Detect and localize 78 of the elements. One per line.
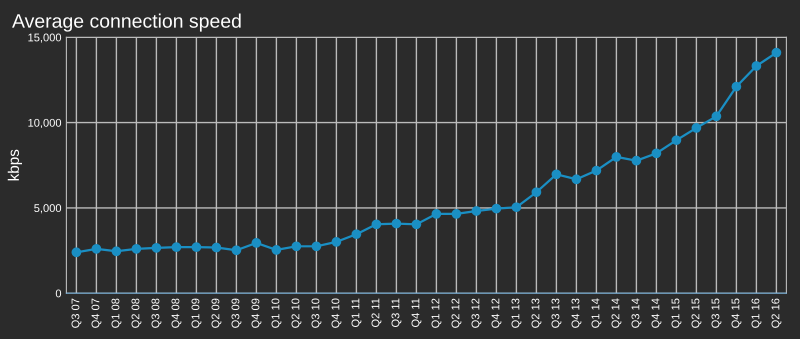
point <box>632 156 642 166</box>
point <box>592 166 602 176</box>
point <box>712 111 722 122</box>
y-axis-title: kbps <box>8 150 22 180</box>
x-tick-label: Q3 08 <box>152 298 162 328</box>
x-tick-label: Q3 07 <box>72 298 82 328</box>
x-tick-label: Q1 15 <box>672 298 682 328</box>
point <box>452 209 462 219</box>
x-tick-label: Q1 13 <box>512 298 522 328</box>
point <box>332 237 342 247</box>
point <box>512 202 522 212</box>
x-tick-label: Q2 16 <box>772 298 782 328</box>
x-tick-label: Q2 13 <box>532 298 542 328</box>
point <box>752 61 762 71</box>
x-tick-label: Q3 13 <box>552 298 562 328</box>
point <box>352 229 362 240</box>
x-tick-label: Q1 11 <box>352 298 362 328</box>
x-tick-label: Q1 12 <box>432 298 442 328</box>
point <box>772 48 782 58</box>
point <box>412 219 422 230</box>
point <box>272 245 282 255</box>
x-tick-label: Q2 10 <box>292 298 302 328</box>
x-tick-label: Q4 12 <box>492 298 502 328</box>
x-tick-label: Q4 08 <box>172 298 182 328</box>
y-tick-label: 5,000 <box>34 204 62 214</box>
point <box>132 244 142 254</box>
point <box>432 209 442 219</box>
x-tick-label: Q1 08 <box>112 298 122 328</box>
x-tick-label: Q2 08 <box>132 298 142 328</box>
x-tick-label: Q1 10 <box>272 298 282 328</box>
point <box>312 241 322 252</box>
x-tick-label: Q2 09 <box>212 298 222 328</box>
x-tick-label: Q3 11 <box>392 298 402 328</box>
point <box>492 204 502 214</box>
x-tick-label: Q1 14 <box>592 298 602 328</box>
point <box>672 135 682 146</box>
x-tick-label: Q3 10 <box>312 298 322 328</box>
x-tick-label: Q3 09 <box>232 298 242 328</box>
x-tick-label: Q4 09 <box>252 298 262 328</box>
x-tick-label: Q2 15 <box>692 298 702 328</box>
y-tick-label: 15,000 <box>28 34 62 43</box>
x-tick-label: Q3 14 <box>632 298 642 328</box>
point <box>92 244 102 254</box>
point <box>612 152 622 162</box>
y-tick-label: 10,000 <box>28 118 62 128</box>
y-tick-label: 0 <box>56 290 62 298</box>
point <box>252 238 262 248</box>
x-tick-label: Q4 13 <box>572 298 582 328</box>
x-tick-label: Q4 15 <box>732 298 742 328</box>
point <box>552 169 562 180</box>
point <box>72 247 82 258</box>
point <box>372 219 382 230</box>
x-tick-label: Q2 14 <box>612 298 622 328</box>
x-tick-label: Q3 15 <box>712 298 722 328</box>
x-tick-label: Q1 16 <box>752 298 762 328</box>
point <box>192 242 202 252</box>
x-tick-label: Q4 10 <box>332 298 342 328</box>
x-tick-label: Q4 11 <box>412 298 422 328</box>
x-tick-label: Q2 11 <box>372 298 382 328</box>
point <box>472 206 482 216</box>
point <box>172 242 182 252</box>
point <box>692 123 702 133</box>
x-tick-label: Q4 14 <box>652 298 662 328</box>
point <box>572 174 582 184</box>
point <box>392 218 402 228</box>
x-tick-label: Q4 07 <box>92 298 102 328</box>
point <box>732 82 742 92</box>
point <box>232 245 242 256</box>
point <box>212 242 222 252</box>
chart-title: Average connection speed <box>12 14 241 32</box>
point <box>292 241 302 252</box>
point <box>652 148 662 158</box>
point <box>112 246 122 256</box>
x-tick-label: Q2 12 <box>452 298 462 328</box>
point <box>152 242 162 253</box>
point <box>532 187 542 198</box>
x-tick-label: Q1 09 <box>192 298 202 328</box>
x-tick-label: Q3 12 <box>472 298 482 328</box>
